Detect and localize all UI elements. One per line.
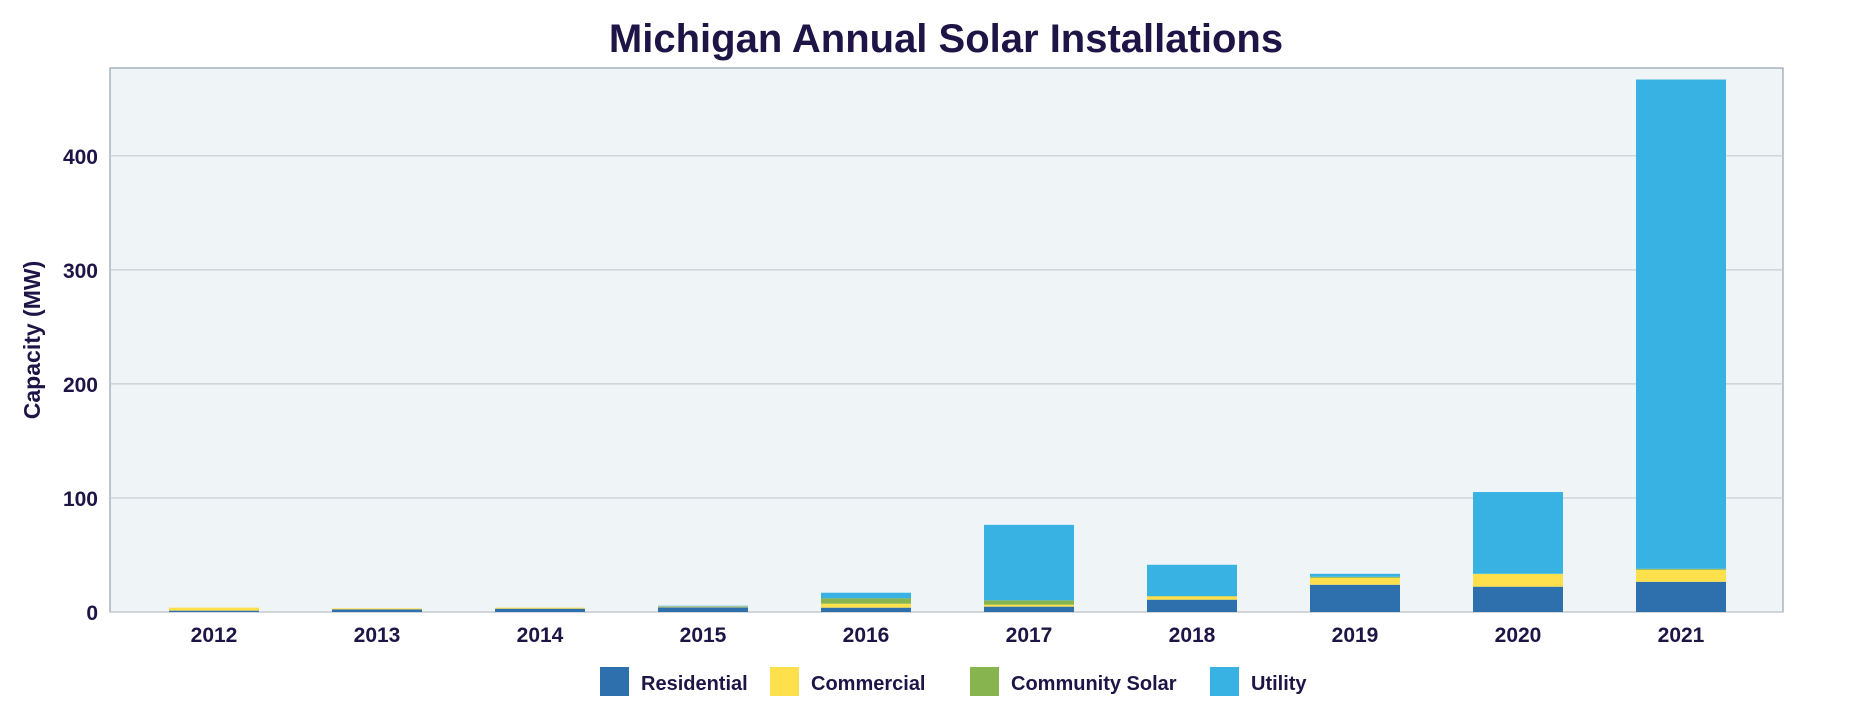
x-tick-label: 2018 [1169,624,1216,647]
bar-residential-2021 [1636,582,1726,612]
legend-label: Residential [641,673,748,695]
legend-item-community-solar[interactable]: Community Solar [970,667,1177,696]
legend-swatch [970,667,999,696]
bar-community-solar-2016 [821,598,911,603]
y-tick-label: 400 [63,146,98,169]
bar-commercial-2012 [169,608,259,611]
bar-commercial-2018 [1147,596,1237,599]
bar-commercial-2014 [495,608,585,609]
legend-label: Utility [1251,673,1307,695]
x-tick-label: 2014 [517,624,564,647]
bar-utility-2019 [1310,574,1400,577]
legend: Residential Commercial Community Solar Util… [600,667,1307,696]
legend-swatch [770,667,799,696]
y-tick-label: 300 [63,260,98,283]
bar-utility-2017 [984,525,1074,600]
legend-item-residential[interactable]: Residential [600,667,748,696]
bar-residential-2016 [821,608,911,612]
x-tick-label: 2015 [680,624,727,647]
x-tick-label: 2013 [354,624,401,647]
chart-title: Michigan Annual Solar Installations [609,17,1283,61]
y-tick-label: 200 [63,374,98,397]
bar-utility-2015 [658,606,748,607]
bar-community-solar-2021 [1636,569,1726,570]
bar-community-solar-2017 [984,600,1074,604]
bar-residential-2013 [332,609,422,612]
bar-residential-2014 [495,609,585,612]
bar-commercial-2021 [1636,570,1726,582]
bar-utility-2020 [1473,492,1563,574]
bar-utility-2018 [1147,565,1237,596]
bar-commercial-2013 [332,608,422,609]
bar-residential-2018 [1147,600,1237,612]
x-tick-label: 2016 [843,624,890,647]
bar-commercial-2015 [658,607,748,608]
bar-utility-2021 [1636,80,1726,569]
bar-commercial-2017 [984,605,1074,607]
bar-residential-2017 [984,607,1074,612]
bar-residential-2012 [169,611,259,612]
legend-label: Community Solar [1011,673,1177,695]
x-tick-label: 2020 [1495,624,1542,647]
bar-residential-2020 [1473,587,1563,612]
x-tick-label: 2021 [1658,624,1705,647]
x-tick-label: 2019 [1332,624,1379,647]
legend-item-utility[interactable]: Utility [1210,667,1307,696]
bar-utility-2016 [821,593,911,599]
legend-swatch [600,667,629,696]
legend-swatch [1210,667,1239,696]
y-axis-label: Capacity (MW) [19,261,45,419]
bar-community-solar-2019 [1310,577,1400,578]
bar-commercial-2019 [1310,578,1400,585]
y-tick-label: 100 [63,488,98,511]
legend-item-commercial[interactable]: Commercial [770,667,926,696]
x-tick-label: 2017 [1006,624,1053,647]
bar-commercial-2020 [1473,574,1563,587]
x-tick-label: 2012 [191,624,238,647]
legend-label: Commercial [811,673,926,695]
bar-residential-2015 [658,607,748,612]
bar-commercial-2016 [821,604,911,608]
bar-residential-2019 [1310,585,1400,612]
y-tick-label: 0 [86,602,98,625]
